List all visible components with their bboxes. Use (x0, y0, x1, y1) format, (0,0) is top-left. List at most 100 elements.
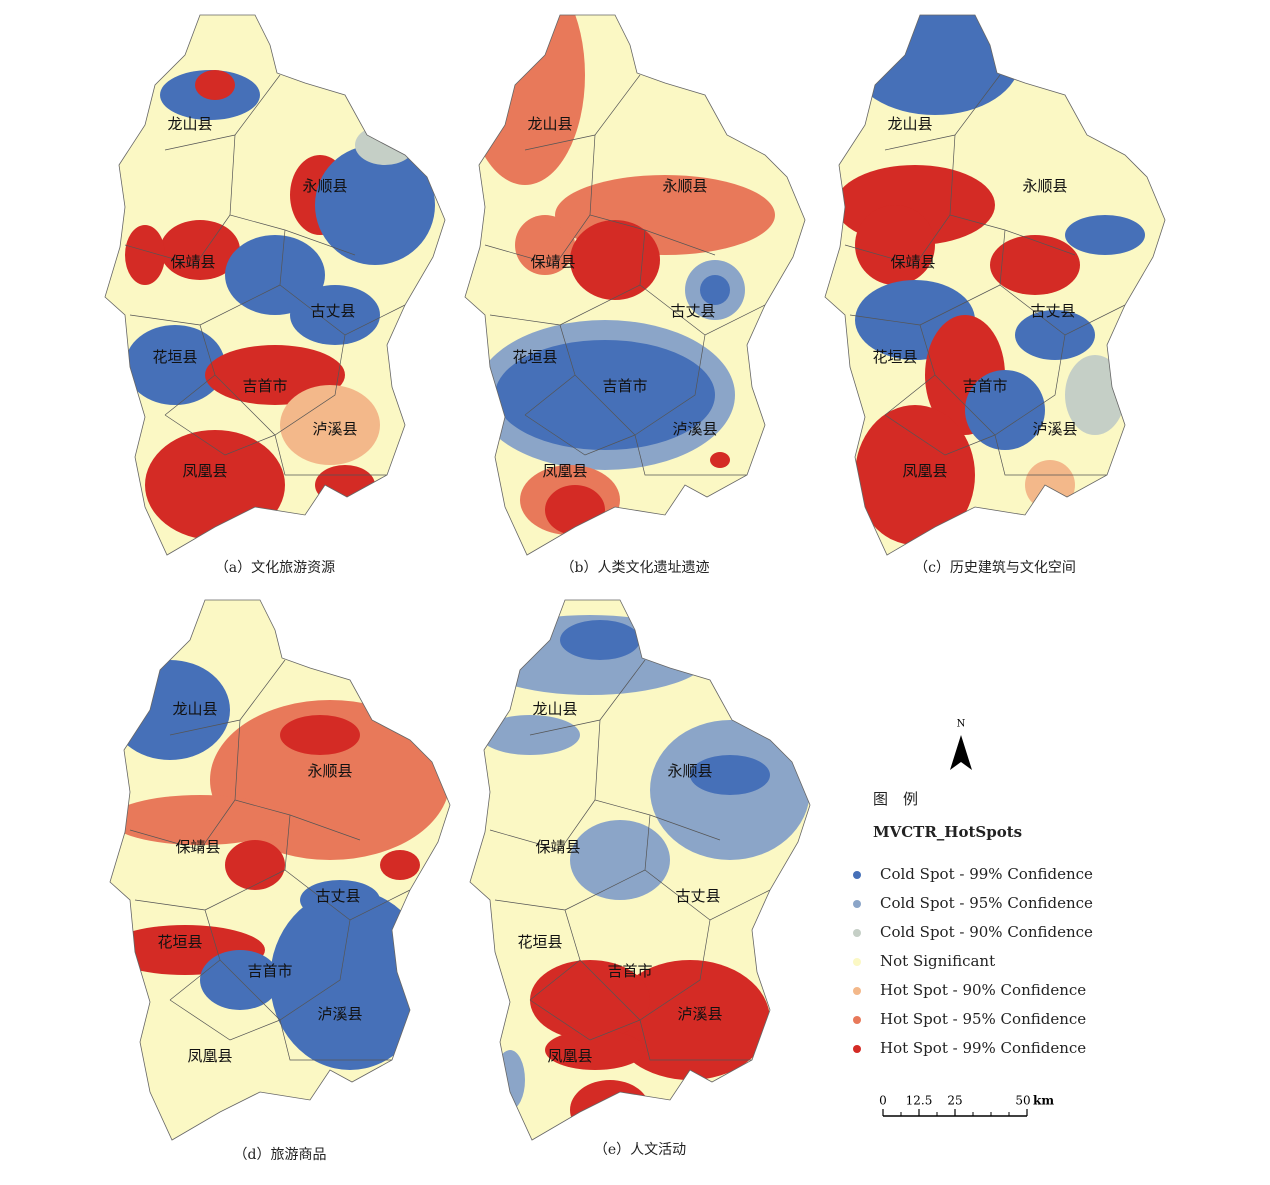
hotspot-area (1065, 215, 1145, 255)
county-border (589, 134, 716, 256)
legend-label: Cold Spot - 95% Confidence (880, 894, 1093, 912)
county-label: 古丈县 (315, 887, 360, 905)
legend-label: Hot Spot - 95% Confidence (880, 1010, 1086, 1028)
hotspot-area (545, 485, 605, 535)
hotspot-area (965, 370, 1045, 450)
county-border (639, 1019, 752, 1061)
hotspot-area (710, 452, 730, 468)
county-border (559, 284, 641, 326)
county-border (994, 434, 1107, 476)
county-label: 凤凰县 (182, 462, 227, 480)
hotspot-area (570, 220, 660, 300)
scale-label: 50 (1015, 1094, 1030, 1108)
hotspot-area (315, 465, 375, 505)
hotspot-area (125, 225, 165, 285)
county-border (279, 229, 406, 336)
county-border (919, 284, 1001, 326)
maps: 龙山县永顺县保靖县古丈县花垣县吉首市泸溪县凤凰县（a）文化旅游资源龙山县永顺县保… (104, 14, 1166, 1163)
county-border (949, 134, 1076, 256)
county-border (169, 999, 281, 1041)
region-outline (469, 599, 811, 1141)
legend-label: Hot Spot - 90% Confidence (880, 981, 1086, 999)
legend-title: 图 例 (873, 790, 918, 808)
hotspot-area (570, 820, 670, 900)
county-border (529, 999, 641, 1041)
county-label: 凤凰县 (542, 462, 587, 480)
county-border (639, 229, 766, 336)
hotspot-area (280, 715, 360, 755)
county-border (484, 214, 591, 266)
hotspot-area (495, 340, 715, 450)
county-label: 永顺县 (662, 177, 707, 195)
hotspot-area (280, 385, 380, 465)
county-border (274, 434, 387, 476)
hotspot-area (1015, 310, 1095, 360)
county-label: 古丈县 (310, 302, 355, 320)
hotspot-area (145, 430, 285, 540)
hotspot-area (125, 325, 225, 405)
county-border (849, 314, 936, 416)
county-label: 古丈县 (675, 887, 720, 905)
panel-caption: （d）旅游商品 (234, 1147, 327, 1163)
hotspot-area (690, 755, 770, 795)
county-border (634, 434, 747, 476)
region-outline (464, 14, 806, 556)
hotspot-area (855, 205, 935, 285)
scale-unit: km (1033, 1094, 1054, 1108)
legend-label: Hot Spot - 99% Confidence (880, 1039, 1086, 1057)
county-border (124, 214, 231, 266)
hotspot-area (570, 1080, 650, 1140)
county-label: 吉首市 (242, 377, 287, 395)
hotspot-area (610, 960, 770, 1080)
legend-label: Cold Spot - 90% Confidence (880, 923, 1093, 941)
county-label: 泸溪县 (312, 420, 357, 438)
hotspot-area (270, 890, 430, 1070)
county-border (594, 719, 721, 841)
county-border (284, 814, 411, 921)
legend-swatch (853, 871, 861, 879)
county-border (579, 919, 711, 1021)
county-border (134, 899, 221, 1001)
panel-caption: （b）人类文化遗址遗迹 (561, 560, 710, 576)
hotspot-area (380, 850, 420, 880)
county-label: 花垣县 (152, 348, 197, 366)
county-label: 保靖县 (175, 838, 220, 856)
county-label: 永顺县 (1022, 177, 1067, 195)
county-border (219, 919, 351, 1021)
county-label: 永顺县 (667, 762, 712, 780)
hotspot-area (700, 275, 730, 305)
county-label: 泸溪县 (672, 420, 717, 438)
scale-label: 12.5 (906, 1094, 933, 1108)
hotspot-area (1065, 355, 1125, 435)
county-border (214, 334, 346, 436)
region-outline (109, 599, 451, 1141)
county-label: 吉首市 (247, 962, 292, 980)
county-label: 龙山县 (527, 115, 572, 133)
north-arrow (950, 735, 972, 770)
hotspot-area (110, 795, 290, 845)
hotspot-area (195, 70, 235, 100)
legend-swatch (853, 958, 861, 966)
county-label: 保靖县 (890, 253, 935, 271)
legend-swatch (853, 929, 861, 937)
region-outline (824, 14, 1166, 556)
hotspot-area (225, 235, 325, 315)
legend: Cold Spot - 99% Confidence Cold Spot - 95… (853, 865, 1093, 1057)
hotspot-area (355, 125, 415, 165)
county-border (524, 414, 636, 456)
county-label: 永顺县 (307, 762, 352, 780)
county-border (844, 214, 951, 266)
panel-caption: （e）人文活动 (594, 1142, 686, 1158)
hotspot-area (225, 840, 285, 890)
county-label: 花垣县 (512, 348, 557, 366)
county-label: 花垣县 (157, 933, 202, 951)
hotspot-area (160, 220, 240, 280)
county-label: 凤凰县 (187, 1047, 232, 1065)
county-border (489, 799, 596, 851)
county-label: 凤凰县 (547, 1047, 592, 1065)
